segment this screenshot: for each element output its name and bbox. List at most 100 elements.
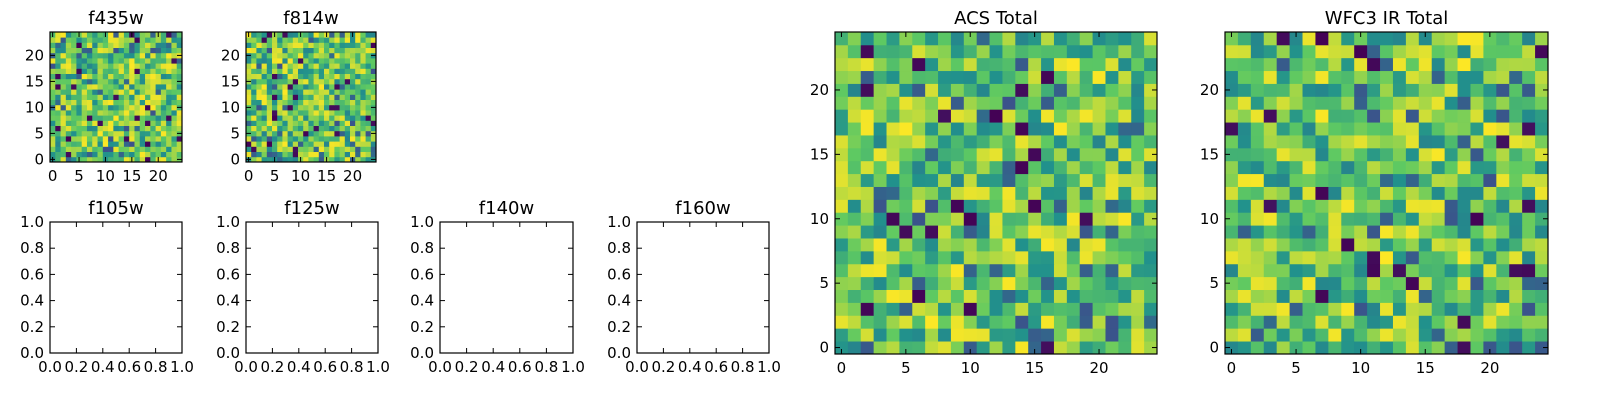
heatmap-cell xyxy=(1131,315,1145,329)
heatmap-cell xyxy=(1028,173,1042,187)
heatmap-cell xyxy=(1053,32,1068,46)
heatmap-cell xyxy=(1367,341,1381,355)
y-tick-label: 0.2 xyxy=(216,318,240,336)
heatmap-cell xyxy=(166,125,172,132)
heatmap-cell xyxy=(145,104,151,111)
heatmap-cell xyxy=(71,63,77,69)
heatmap-cell xyxy=(50,37,56,43)
heatmap-cell xyxy=(1225,173,1239,187)
y-tick-label: 10 xyxy=(810,210,829,228)
heatmap-cell xyxy=(835,212,849,226)
heatmap-cell xyxy=(303,32,309,38)
heatmap-cell xyxy=(1092,96,1106,110)
heatmap-cell xyxy=(1328,57,1342,72)
heatmap-cell xyxy=(938,250,952,265)
heatmap-cell xyxy=(1276,96,1290,110)
heatmap-cell xyxy=(1418,70,1433,84)
heatmap-cell xyxy=(102,89,109,95)
heatmap-cell xyxy=(899,199,913,213)
heatmap-cell xyxy=(86,151,93,158)
heatmap-cell xyxy=(166,68,172,74)
heatmap-cell xyxy=(1144,44,1158,59)
heatmap-cell xyxy=(123,115,130,121)
heatmap-cell xyxy=(145,110,151,116)
heatmap-cell xyxy=(92,136,98,142)
heatmap-cell xyxy=(261,89,268,95)
heatmap-cell xyxy=(1418,238,1433,252)
heatmap-cell xyxy=(171,130,178,137)
heatmap-cell xyxy=(71,89,77,95)
heatmap-cell xyxy=(360,141,366,147)
heatmap-cell xyxy=(256,78,262,85)
heatmap-cell xyxy=(847,96,862,110)
x-tick-label: 20 xyxy=(343,167,362,185)
heatmap-cell xyxy=(835,32,849,46)
heatmap-cell xyxy=(139,136,146,142)
y-tick-label: 20 xyxy=(221,46,240,64)
heatmap-cell xyxy=(1144,122,1158,136)
heatmap-cell xyxy=(129,84,135,90)
heatmap-cell xyxy=(256,125,262,132)
heatmap-cell xyxy=(266,47,273,54)
heatmap-cell xyxy=(145,146,151,152)
heatmap-cell xyxy=(1092,263,1106,278)
heatmap-cell xyxy=(1066,83,1081,97)
heatmap-cell xyxy=(160,78,167,85)
heatmap-cell xyxy=(287,156,294,163)
heatmap-cell xyxy=(272,115,278,121)
heatmap-cell xyxy=(134,63,141,69)
heatmap-cell xyxy=(1392,341,1407,355)
heatmap-cell xyxy=(313,156,320,163)
heatmap-cell xyxy=(50,84,56,90)
heatmap-cell xyxy=(266,125,273,132)
heatmap-cell xyxy=(1418,122,1433,136)
y-tick-label: 1.0 xyxy=(410,213,434,231)
heatmap-cell xyxy=(1457,109,1471,123)
heatmap-cell xyxy=(370,115,377,121)
heatmap-cell xyxy=(102,120,109,126)
heatmap-cell xyxy=(1250,32,1265,46)
heatmap-cell xyxy=(282,63,288,69)
y-tick-label: 0 xyxy=(230,150,240,168)
heatmap-cell xyxy=(873,135,887,149)
heatmap-cell xyxy=(1237,225,1252,239)
heatmap-cell xyxy=(1053,263,1068,278)
heatmap-cell xyxy=(925,341,939,355)
heatmap-cell xyxy=(886,135,900,149)
heatmap-cell xyxy=(313,89,320,95)
heatmap-cell xyxy=(835,289,849,303)
heatmap-cell xyxy=(166,89,172,95)
heatmap-cell xyxy=(1470,199,1484,213)
heatmap-cell xyxy=(123,125,130,132)
heatmap-cell xyxy=(344,47,351,54)
heatmap-cell xyxy=(160,73,167,80)
heatmap-cell xyxy=(847,135,862,149)
heatmap-cell xyxy=(1144,160,1158,175)
heatmap-cell xyxy=(55,146,61,152)
heatmap-cell xyxy=(150,156,156,163)
heatmap-cell xyxy=(1250,199,1265,213)
heatmap-cell xyxy=(292,37,299,43)
heatmap-cell xyxy=(339,151,346,158)
heatmap-cell xyxy=(1131,212,1145,226)
heatmap-cell xyxy=(365,115,372,121)
heatmap-cell xyxy=(938,44,952,59)
heatmap-cell xyxy=(1225,44,1239,59)
heatmap-cell xyxy=(1092,328,1106,342)
heatmap-cell xyxy=(251,130,257,137)
heatmap-cell xyxy=(1015,57,1029,72)
heatmap-cell xyxy=(1144,263,1158,278)
heatmap-cell xyxy=(1066,57,1081,72)
heatmap-cell xyxy=(1066,135,1081,149)
heatmap-cell xyxy=(1418,57,1433,72)
heatmap-cell xyxy=(339,136,346,142)
heatmap-cell xyxy=(1053,173,1068,187)
heatmap-cell xyxy=(1289,263,1303,278)
heatmap-cell xyxy=(989,147,1003,162)
heatmap-cell xyxy=(370,89,377,95)
heatmap-cell xyxy=(150,125,156,132)
heatmap-cell xyxy=(1470,328,1484,342)
heatmap-cell xyxy=(282,156,288,163)
heatmap-cell xyxy=(1079,32,1093,46)
heatmap-cell xyxy=(129,52,135,59)
